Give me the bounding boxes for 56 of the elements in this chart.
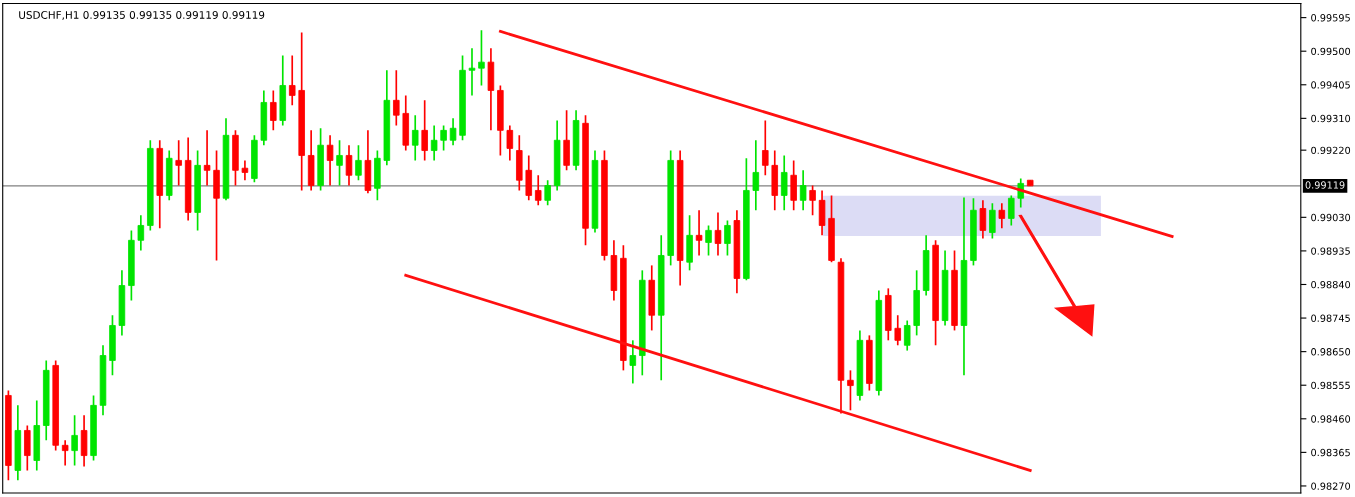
y-tick-label: 0.99030 <box>1311 213 1351 222</box>
candlestick <box>847 369 854 412</box>
y-tick-label: 0.98840 <box>1311 280 1351 289</box>
candlestick <box>430 124 438 162</box>
candlestick <box>241 159 249 182</box>
candlestick <box>799 169 807 212</box>
y-tick-label: 0.98460 <box>1311 415 1351 423</box>
candlestick <box>724 219 731 257</box>
candlestick <box>998 202 1006 230</box>
candlestick <box>393 69 400 127</box>
candlestick <box>752 139 760 212</box>
candlestick <box>61 439 69 467</box>
candlestick <box>478 29 485 87</box>
candlestick <box>705 224 712 257</box>
candlestick <box>714 211 722 257</box>
candlestick <box>468 47 476 97</box>
candlestick <box>203 129 211 187</box>
candlestick <box>345 144 353 187</box>
text: USDCHF,H1 0.99135 0.99135 0.99119 0.99119 <box>19 11 265 20</box>
candlestick <box>894 314 902 347</box>
y-tick-label: 0.98270 <box>1311 482 1351 490</box>
candlestick <box>421 99 428 162</box>
candlestick <box>629 339 637 385</box>
y-tick-label: 0.98650 <box>1311 348 1351 356</box>
y-tick-label: 0.99500 <box>1311 47 1351 56</box>
candlestick <box>326 134 334 187</box>
candlestick <box>71 414 78 467</box>
candlestick <box>175 139 182 187</box>
ref-line-label: 0.99119 <box>1305 181 1345 189</box>
y-tick-label: 0.98555 <box>1311 381 1350 390</box>
candlestick <box>809 184 816 217</box>
candlestick <box>979 199 987 240</box>
y-tick-label: 0.98745 <box>1311 314 1350 322</box>
candlestick <box>506 124 514 162</box>
candlestick <box>903 319 911 352</box>
candlestick <box>355 144 362 182</box>
candlestick <box>449 117 457 147</box>
y-tick-label: 0.98935 <box>1311 247 1350 255</box>
candlestick <box>270 89 277 132</box>
candlestick <box>1008 194 1015 227</box>
candlestick <box>137 214 145 252</box>
y-tick-label: 0.98365 <box>1311 448 1350 457</box>
candlestick <box>440 124 447 152</box>
candlestick <box>336 139 343 187</box>
candlestick <box>762 119 769 177</box>
candlestick <box>288 54 296 107</box>
candlestick <box>544 179 551 207</box>
y-tick-label: 0.99405 <box>1311 81 1350 89</box>
y-tick-label: 0.99595 <box>1311 14 1350 22</box>
candlestick <box>534 174 542 207</box>
candlestick <box>989 202 996 240</box>
y-tick-label: 0.99310 <box>1311 114 1351 123</box>
candlestick <box>695 209 703 257</box>
candlestick <box>411 114 419 162</box>
y-tick-label: 0.99220 <box>1311 146 1351 154</box>
candlestick <box>780 154 788 212</box>
